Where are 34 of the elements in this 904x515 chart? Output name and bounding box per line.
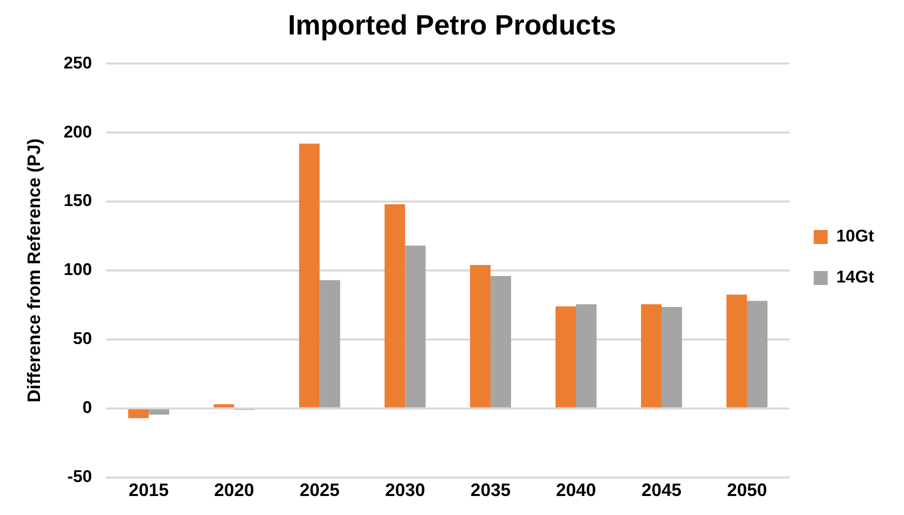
bar <box>726 294 747 408</box>
bar <box>556 306 576 408</box>
y-axis-title: Difference from Reference (PJ) <box>24 138 44 403</box>
y-tick-label: 250 <box>64 53 92 72</box>
y-tick-label: 100 <box>64 260 92 280</box>
x-tick-label: 2035 <box>470 480 511 500</box>
legend-label: 10Gt <box>836 226 874 246</box>
bar <box>640 304 662 408</box>
bar <box>384 204 406 408</box>
x-tick-label: 2020 <box>214 480 254 500</box>
x-tick-label: 2015 <box>128 480 169 500</box>
bar <box>299 144 320 408</box>
y-tick-label: 200 <box>64 122 92 142</box>
bar <box>128 409 149 418</box>
x-tick-label: 2050 <box>726 480 767 500</box>
bar <box>490 276 512 408</box>
x-tick-label: 2030 <box>385 480 426 500</box>
legend-label: 14Gt <box>836 268 874 287</box>
bar <box>320 280 340 408</box>
y-tick-label: 0 <box>82 398 92 418</box>
chart-title: Imported Petro Products <box>288 10 616 41</box>
bar <box>746 300 768 408</box>
bar <box>405 246 426 408</box>
bar <box>470 264 491 408</box>
bar <box>662 307 682 408</box>
x-tick-label: 2045 <box>641 480 682 500</box>
y-tick-label: 150 <box>64 191 92 210</box>
bar <box>148 409 170 415</box>
y-tick-label: -50 <box>67 467 92 486</box>
y-tick-label: 50 <box>73 329 92 348</box>
bar <box>214 404 234 408</box>
x-tick-label: 2025 <box>300 480 340 500</box>
bar <box>576 304 597 408</box>
x-tick-label: 2040 <box>556 480 596 500</box>
